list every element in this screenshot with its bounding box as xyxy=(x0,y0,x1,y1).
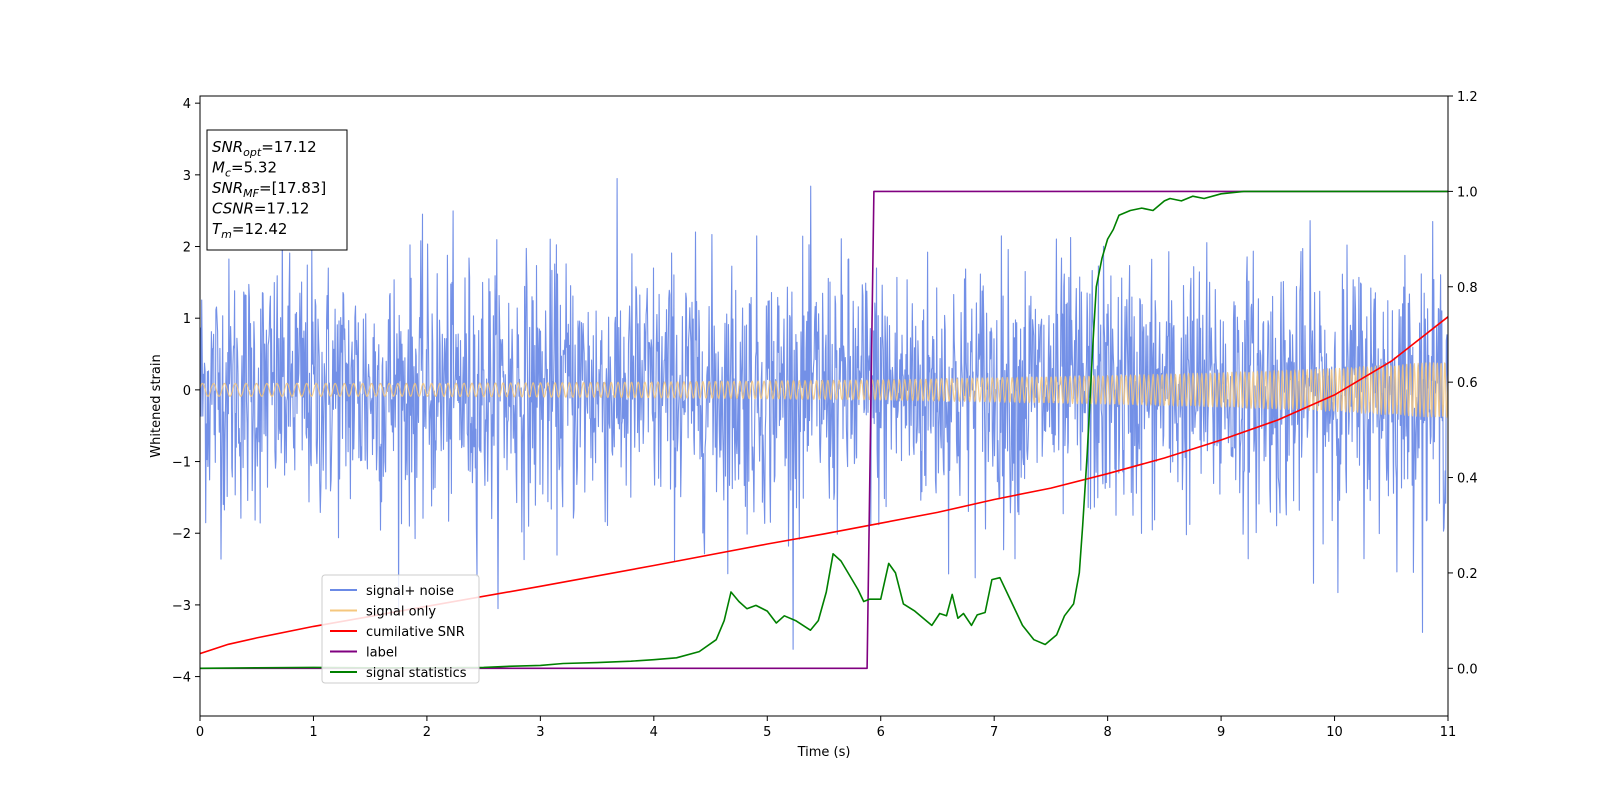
x-tick-label: 10 xyxy=(1326,725,1343,740)
y-tick-label: 1 xyxy=(183,312,191,327)
info-line-value: =17.12 xyxy=(254,200,310,218)
info-line-sub: MF xyxy=(243,187,259,200)
info-line: CSNR=17.12 xyxy=(212,200,309,218)
y2-tick-label: 0.8 xyxy=(1457,281,1478,296)
y2-tick-label: 0.4 xyxy=(1457,472,1478,487)
info-line-value: =[17.83] xyxy=(259,179,326,197)
x-tick-label: 2 xyxy=(423,725,431,740)
info-line-sub: c xyxy=(225,167,231,180)
info-line-sub: opt xyxy=(243,146,262,159)
legend-items: signal+ noise signal only cumilative SNR la… xyxy=(330,584,467,681)
x-tick-label: 6 xyxy=(877,725,885,740)
info-line-base: SNR xyxy=(212,138,243,156)
legend-frame xyxy=(321,574,480,684)
info-box-frame xyxy=(206,129,348,251)
y2-axis-ticks: 0.0 0.2 0.4 0.6 0.8 1.0 1.2 xyxy=(1448,90,1478,677)
legend-label: label xyxy=(366,646,397,661)
y-axis-label: Whitened strain xyxy=(149,354,164,457)
info-line-base: T xyxy=(212,220,223,238)
info-line: SNRopt=17.12 xyxy=(212,138,317,159)
info-line-value: =12.42 xyxy=(232,220,288,238)
x-tick-label: 9 xyxy=(1217,725,1225,740)
y-tick-label: 2 xyxy=(183,241,191,256)
legend: signal+ noise signal only cumilative SNR la… xyxy=(321,574,480,684)
legend-label: cumilative SNR xyxy=(366,625,465,640)
x-tick-label: 0 xyxy=(196,725,204,740)
info-line-sub: m xyxy=(221,228,232,241)
y-tick-label: −1 xyxy=(172,456,191,471)
x-tick-label: 8 xyxy=(1103,725,1111,740)
info-line: Tm=12.42 xyxy=(212,220,287,241)
y2-tick-label: 0.2 xyxy=(1457,567,1478,582)
x-tick-label: 5 xyxy=(763,725,771,740)
y2-tick-label: 0.6 xyxy=(1457,376,1478,391)
y-tick-label: 4 xyxy=(183,97,191,112)
y-axis-ticks: −4 −3 −2 −1 0 1 2 3 4 xyxy=(172,97,200,686)
plot-frame xyxy=(199,95,1449,717)
legend-label: signal statistics xyxy=(366,666,467,681)
info-line: SNRMF=[17.83] xyxy=(212,179,326,200)
x-tick-label: 4 xyxy=(650,725,658,740)
legend-label: signal only xyxy=(366,605,436,620)
y-tick-label: 0 xyxy=(183,384,191,399)
x-axis-label: Time (s) xyxy=(797,745,851,760)
series-line-signal-only xyxy=(200,362,1448,418)
y2-tick-label: 1.0 xyxy=(1457,185,1478,200)
y-tick-label: −4 xyxy=(172,671,191,686)
x-tick-label: 1 xyxy=(309,725,317,740)
info-box: SNRopt=17.12Mc=5.32SNRMF=[17.83]CSNR=17.… xyxy=(206,129,348,251)
x-tick-label: 11 xyxy=(1440,725,1457,740)
info-line-value: =17.12 xyxy=(261,138,317,156)
x-tick-label: 3 xyxy=(536,725,544,740)
y-tick-label: −3 xyxy=(172,599,191,614)
info-line: Mc=5.32 xyxy=(212,159,277,180)
legend-label: signal+ noise xyxy=(366,584,454,599)
info-line-base: M xyxy=(212,159,225,177)
y-tick-label: −2 xyxy=(172,527,191,542)
series-line-signal-statistics xyxy=(200,190,1448,670)
y2-tick-label: 1.2 xyxy=(1457,90,1478,105)
y-tick-label: 3 xyxy=(183,169,191,184)
info-lines: SNRopt=17.12Mc=5.32SNRMF=[17.83]CSNR=17.… xyxy=(212,138,326,241)
info-line-base: CSNR xyxy=(212,200,254,218)
series-line-label xyxy=(200,190,1448,670)
x-axis-ticks: 0 1 2 3 4 5 6 7 8 9 10 11 xyxy=(196,716,1456,740)
info-line-value: =5.32 xyxy=(231,159,277,177)
y2-tick-label: 0.0 xyxy=(1457,662,1478,677)
x-tick-label: 7 xyxy=(990,725,998,740)
info-line-base: SNR xyxy=(212,179,243,197)
